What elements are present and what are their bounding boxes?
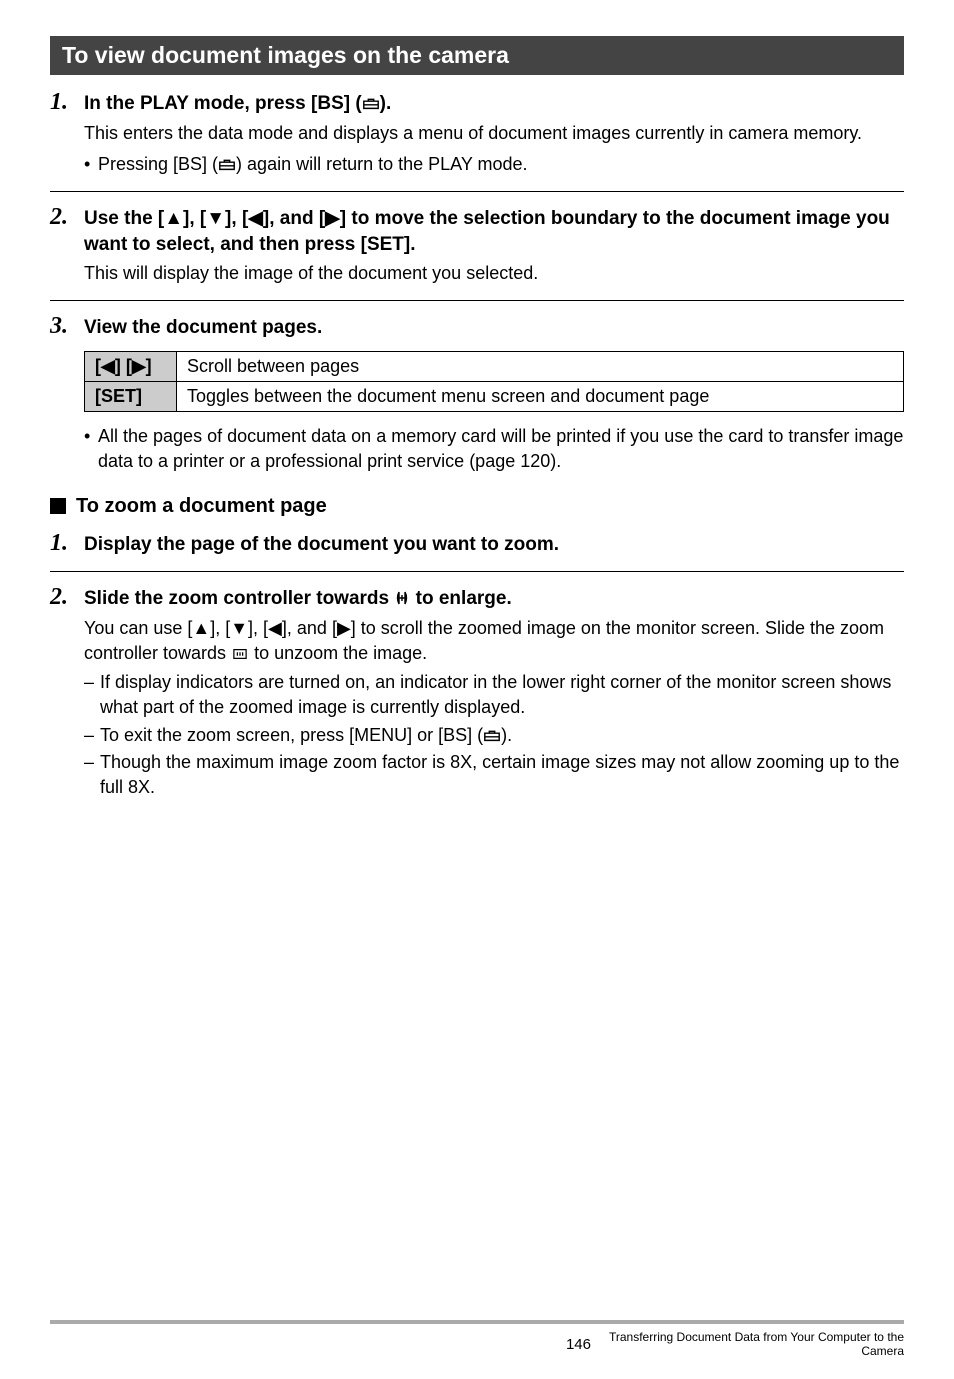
page-number: 146 bbox=[566, 1336, 591, 1353]
zoom2-body-pre: You can use [▲], [▼], [◀], and [▶] to sc… bbox=[84, 618, 884, 663]
step-title: Slide the zoom controller towards to enl… bbox=[84, 586, 512, 612]
step1-body: This enters the data mode and displays a… bbox=[84, 123, 862, 143]
step-2: 2. Use the [▲], [▼], [◀], and [▶] to mov… bbox=[50, 204, 904, 286]
step-body: You can use [▲], [▼], [◀], and [▶] to sc… bbox=[84, 616, 904, 800]
bullet-list: All the pages of document data on a memo… bbox=[84, 424, 904, 474]
bullet-list: Pressing [BS] ( ) again will return to th… bbox=[84, 152, 904, 177]
step-number: 1. bbox=[50, 89, 84, 116]
table-cell: Toggles between the document menu screen… bbox=[177, 382, 904, 412]
zoom2-d2-post: ). bbox=[501, 725, 512, 745]
zoom2-title-post: to enlarge. bbox=[410, 588, 511, 609]
footer-line1: Transferring Document Data from Your Com… bbox=[609, 1330, 904, 1344]
list-item: Though the maximum image zoom factor is … bbox=[84, 750, 904, 800]
dash-list: If display indicators are turned on, an … bbox=[84, 670, 904, 800]
zoom2-body-post: to unzoom the image. bbox=[249, 643, 427, 663]
sub-heading: To zoom a document page bbox=[50, 495, 904, 518]
separator bbox=[50, 191, 904, 192]
separator bbox=[50, 571, 904, 572]
list-item: If display indicators are turned on, an … bbox=[84, 670, 904, 720]
zoom-step-1: 1. Display the page of the document you … bbox=[50, 530, 904, 558]
zoom-in-icon bbox=[394, 590, 410, 606]
step-title: Use the [▲], [▼], [◀], and [▶] to move t… bbox=[84, 206, 904, 257]
step-number: 2. bbox=[50, 204, 84, 231]
step-body: This will display the image of the docum… bbox=[84, 261, 904, 286]
zoom2-d2-pre: To exit the zoom screen, press [MENU] or… bbox=[100, 725, 483, 745]
step-body: This enters the data mode and displays a… bbox=[84, 121, 904, 177]
step-number: 3. bbox=[50, 313, 84, 340]
list-item: To exit the zoom screen, press [MENU] or… bbox=[84, 723, 904, 748]
section-header: To view document images on the camera bbox=[50, 36, 904, 75]
step1-bullet-pre: Pressing [BS] ( bbox=[98, 154, 218, 174]
zoom-step-2: 2. Slide the zoom controller towards to … bbox=[50, 584, 904, 800]
step1-bullet-post: ) again will return to the PLAY mode. bbox=[236, 154, 528, 174]
square-bullet-icon bbox=[50, 498, 66, 514]
step-number: 2. bbox=[50, 584, 84, 611]
briefcase-icon bbox=[218, 156, 236, 172]
list-item: Pressing [BS] ( ) again will return to th… bbox=[84, 152, 904, 177]
briefcase-icon bbox=[483, 727, 501, 743]
step-title: View the document pages. bbox=[84, 315, 322, 341]
page-footer: 146 Transferring Document Data from Your… bbox=[50, 1320, 904, 1359]
step-title: Display the page of the document you wan… bbox=[84, 532, 559, 558]
sub-heading-text: To zoom a document page bbox=[76, 495, 327, 518]
controls-table: [◀] [▶] Scroll between pages [SET] Toggl… bbox=[84, 351, 904, 412]
table-cell: Scroll between pages bbox=[177, 352, 904, 382]
table-header-cell: [◀] [▶] bbox=[85, 352, 177, 382]
step1-title-pre: In the PLAY mode, press [BS] ( bbox=[84, 93, 362, 114]
step-number: 1. bbox=[50, 530, 84, 557]
step1-title-post: ). bbox=[380, 93, 392, 114]
briefcase-icon bbox=[362, 95, 380, 111]
zoom2-title-pre: Slide the zoom controller towards bbox=[84, 588, 394, 609]
step-3: 3. View the document pages. bbox=[50, 313, 904, 341]
step-1: 1. In the PLAY mode, press [BS] (). This… bbox=[50, 89, 904, 177]
table-row: [◀] [▶] Scroll between pages bbox=[85, 352, 904, 382]
table-row: [SET] Toggles between the document menu … bbox=[85, 382, 904, 412]
footer-text: Transferring Document Data from Your Com… bbox=[609, 1330, 904, 1359]
separator bbox=[50, 300, 904, 301]
table-header-cell: [SET] bbox=[85, 382, 177, 412]
step-title: In the PLAY mode, press [BS] (). bbox=[84, 91, 391, 117]
zoom-out-icon bbox=[231, 647, 249, 661]
footer-line2: Camera bbox=[861, 1344, 904, 1358]
list-item: All the pages of document data on a memo… bbox=[84, 424, 904, 474]
